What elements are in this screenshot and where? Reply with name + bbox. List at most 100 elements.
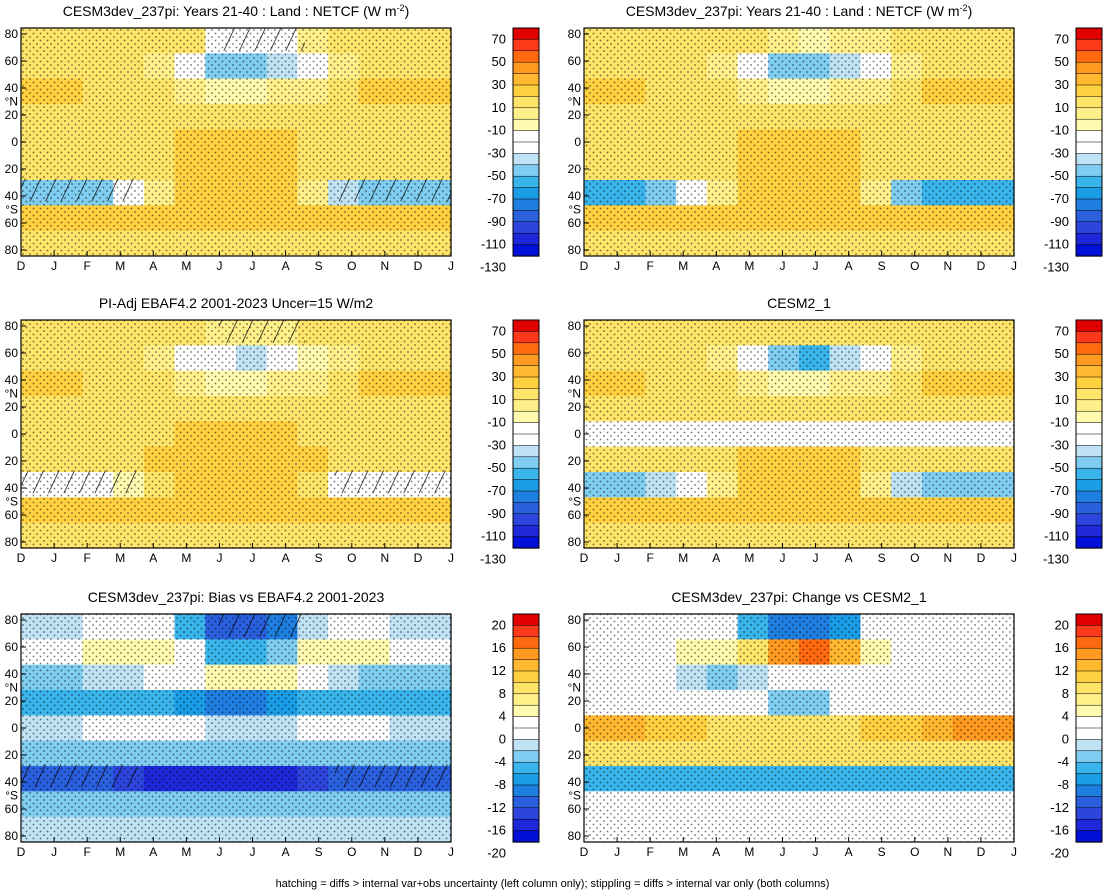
colorbar-label: 70 xyxy=(1055,323,1069,338)
colorbar-swatch xyxy=(512,433,540,447)
x-tick-label: D xyxy=(17,845,26,859)
colorbar-swatch xyxy=(1075,727,1103,741)
y-hemisphere-label: °N xyxy=(5,681,18,695)
panel-title: CESM2_1 xyxy=(767,295,831,311)
colorbar-label: -130 xyxy=(480,551,506,566)
x-tick-label: A xyxy=(712,551,720,565)
colorbar-swatch xyxy=(512,410,540,424)
y-tick-label: 60 xyxy=(5,54,19,68)
y-tick-label: 80 xyxy=(568,613,582,627)
colorbar-label: -12 xyxy=(1050,800,1069,815)
y-tick-label: 0 xyxy=(11,721,18,735)
colorbar-swatch xyxy=(1075,221,1103,234)
y-tick-label: 80 xyxy=(5,27,19,41)
colorbar-swatch xyxy=(512,130,540,143)
panel-3: PI-Adj EBAF4.2 2001-2023 Uncer=15 W/m2 80… xyxy=(5,295,454,565)
colorbar-swatch xyxy=(512,96,540,109)
colorbar-label: -70 xyxy=(487,191,506,206)
x-tick-label: J xyxy=(250,551,256,565)
colorbar-label: 70 xyxy=(1055,31,1069,46)
colorbar-swatch xyxy=(1075,388,1103,401)
x-tick-label: J xyxy=(779,551,785,565)
hatching-overlay xyxy=(334,764,451,788)
x-tick-label: N xyxy=(944,551,953,565)
x-tick-label: J xyxy=(614,551,620,565)
colorbar-swatch xyxy=(512,445,540,458)
x-tick-label: A xyxy=(282,259,290,273)
x-tick-label: F xyxy=(83,259,90,273)
colorbar-swatch xyxy=(1075,198,1103,212)
y-tick-label: 80 xyxy=(5,829,19,843)
colorbar-swatch xyxy=(512,647,540,661)
colorbar-swatch xyxy=(512,84,540,98)
hatching-overlay xyxy=(21,764,138,788)
x-tick-label: D xyxy=(414,845,423,859)
y-tick-label: 0 xyxy=(574,135,581,149)
colorbar-swatch xyxy=(512,479,540,492)
colorbar-swatch xyxy=(1075,830,1103,843)
colorbar-swatch xyxy=(1075,187,1103,200)
y-tick-label: 60 xyxy=(568,216,582,230)
y-tick-label: 80 xyxy=(568,535,582,549)
y-tick-label: 60 xyxy=(5,508,19,522)
x-tick-label: A xyxy=(149,845,157,859)
x-tick-label: N xyxy=(381,845,390,859)
colorbar-label: 50 xyxy=(492,54,506,69)
colorbar-swatch xyxy=(512,830,540,843)
colorbar-swatch xyxy=(1075,96,1103,109)
x-tick-label: J xyxy=(250,845,256,859)
x-tick-label: D xyxy=(580,551,589,565)
stippling-overlay xyxy=(584,614,1014,842)
x-tick-label: O xyxy=(910,845,919,859)
colorbar-label: -130 xyxy=(480,259,506,274)
x-tick-label: M xyxy=(115,845,125,859)
colorbar-swatch xyxy=(1075,773,1103,786)
colorbar-label: -8 xyxy=(494,777,506,792)
colorbar-swatch xyxy=(512,61,540,75)
colorbar-frame xyxy=(512,319,540,549)
x-tick-label: D xyxy=(414,551,423,565)
y-tick-label: 60 xyxy=(568,640,582,654)
y-tick-label: 40 xyxy=(568,189,582,203)
colorbar-swatch xyxy=(1075,536,1103,549)
y-tick-label: 20 xyxy=(5,400,19,414)
colorbar-swatch xyxy=(512,376,540,390)
panel-4: CESM2_1 80 60 40 20 0 20 40 60 80 °N °S D J F M A M J J A S O N… xyxy=(568,295,1017,565)
colorbar-swatch xyxy=(1075,647,1103,661)
y-hemisphere-label: °N xyxy=(5,95,18,109)
x-tick-label: J xyxy=(813,259,819,273)
colorbar-swatch xyxy=(512,141,540,155)
x-tick-label: J xyxy=(448,551,454,565)
colorbar-label: -30 xyxy=(1050,437,1069,452)
colorbar-swatch xyxy=(1075,210,1103,223)
colorbar: 70 50 30 10 -10 -30 -50 -70 -90 -110 -130 xyxy=(1043,27,1103,274)
x-tick-label: S xyxy=(315,551,323,565)
colorbar-swatch xyxy=(1075,73,1103,86)
colorbar-swatch xyxy=(512,636,540,649)
x-tick-label: O xyxy=(347,551,356,565)
y-hemisphere-label: °N xyxy=(568,681,581,695)
x-tick-label: M xyxy=(678,845,688,859)
colorbar-swatch xyxy=(1075,445,1103,458)
colorbar-swatch xyxy=(512,319,540,333)
colorbar-swatch xyxy=(512,773,540,786)
colorbar-label: -30 xyxy=(487,145,506,160)
y-tick-label: 80 xyxy=(5,319,19,333)
y-tick-label: 60 xyxy=(568,508,582,522)
y-tick-label: 0 xyxy=(574,721,581,735)
colorbar-swatch xyxy=(1075,750,1103,763)
y-hemisphere-label: °N xyxy=(568,95,581,109)
hatching-overlay xyxy=(334,470,451,494)
colorbar-swatch xyxy=(512,467,540,481)
x-tick-label: J xyxy=(250,259,256,273)
colorbar-swatch xyxy=(1075,456,1103,469)
panel-title: CESM3dev_237pi: Change vs CESM2_1 xyxy=(671,589,926,605)
colorbar-swatch xyxy=(1075,376,1103,390)
colorbar-frame xyxy=(1075,319,1103,549)
colorbar-label: -70 xyxy=(1050,191,1069,206)
colorbar-swatch xyxy=(1075,141,1103,155)
y-tick-label: 20 xyxy=(568,400,582,414)
colorbar-swatch xyxy=(1075,807,1103,820)
colorbar-label: -10 xyxy=(1050,123,1069,138)
